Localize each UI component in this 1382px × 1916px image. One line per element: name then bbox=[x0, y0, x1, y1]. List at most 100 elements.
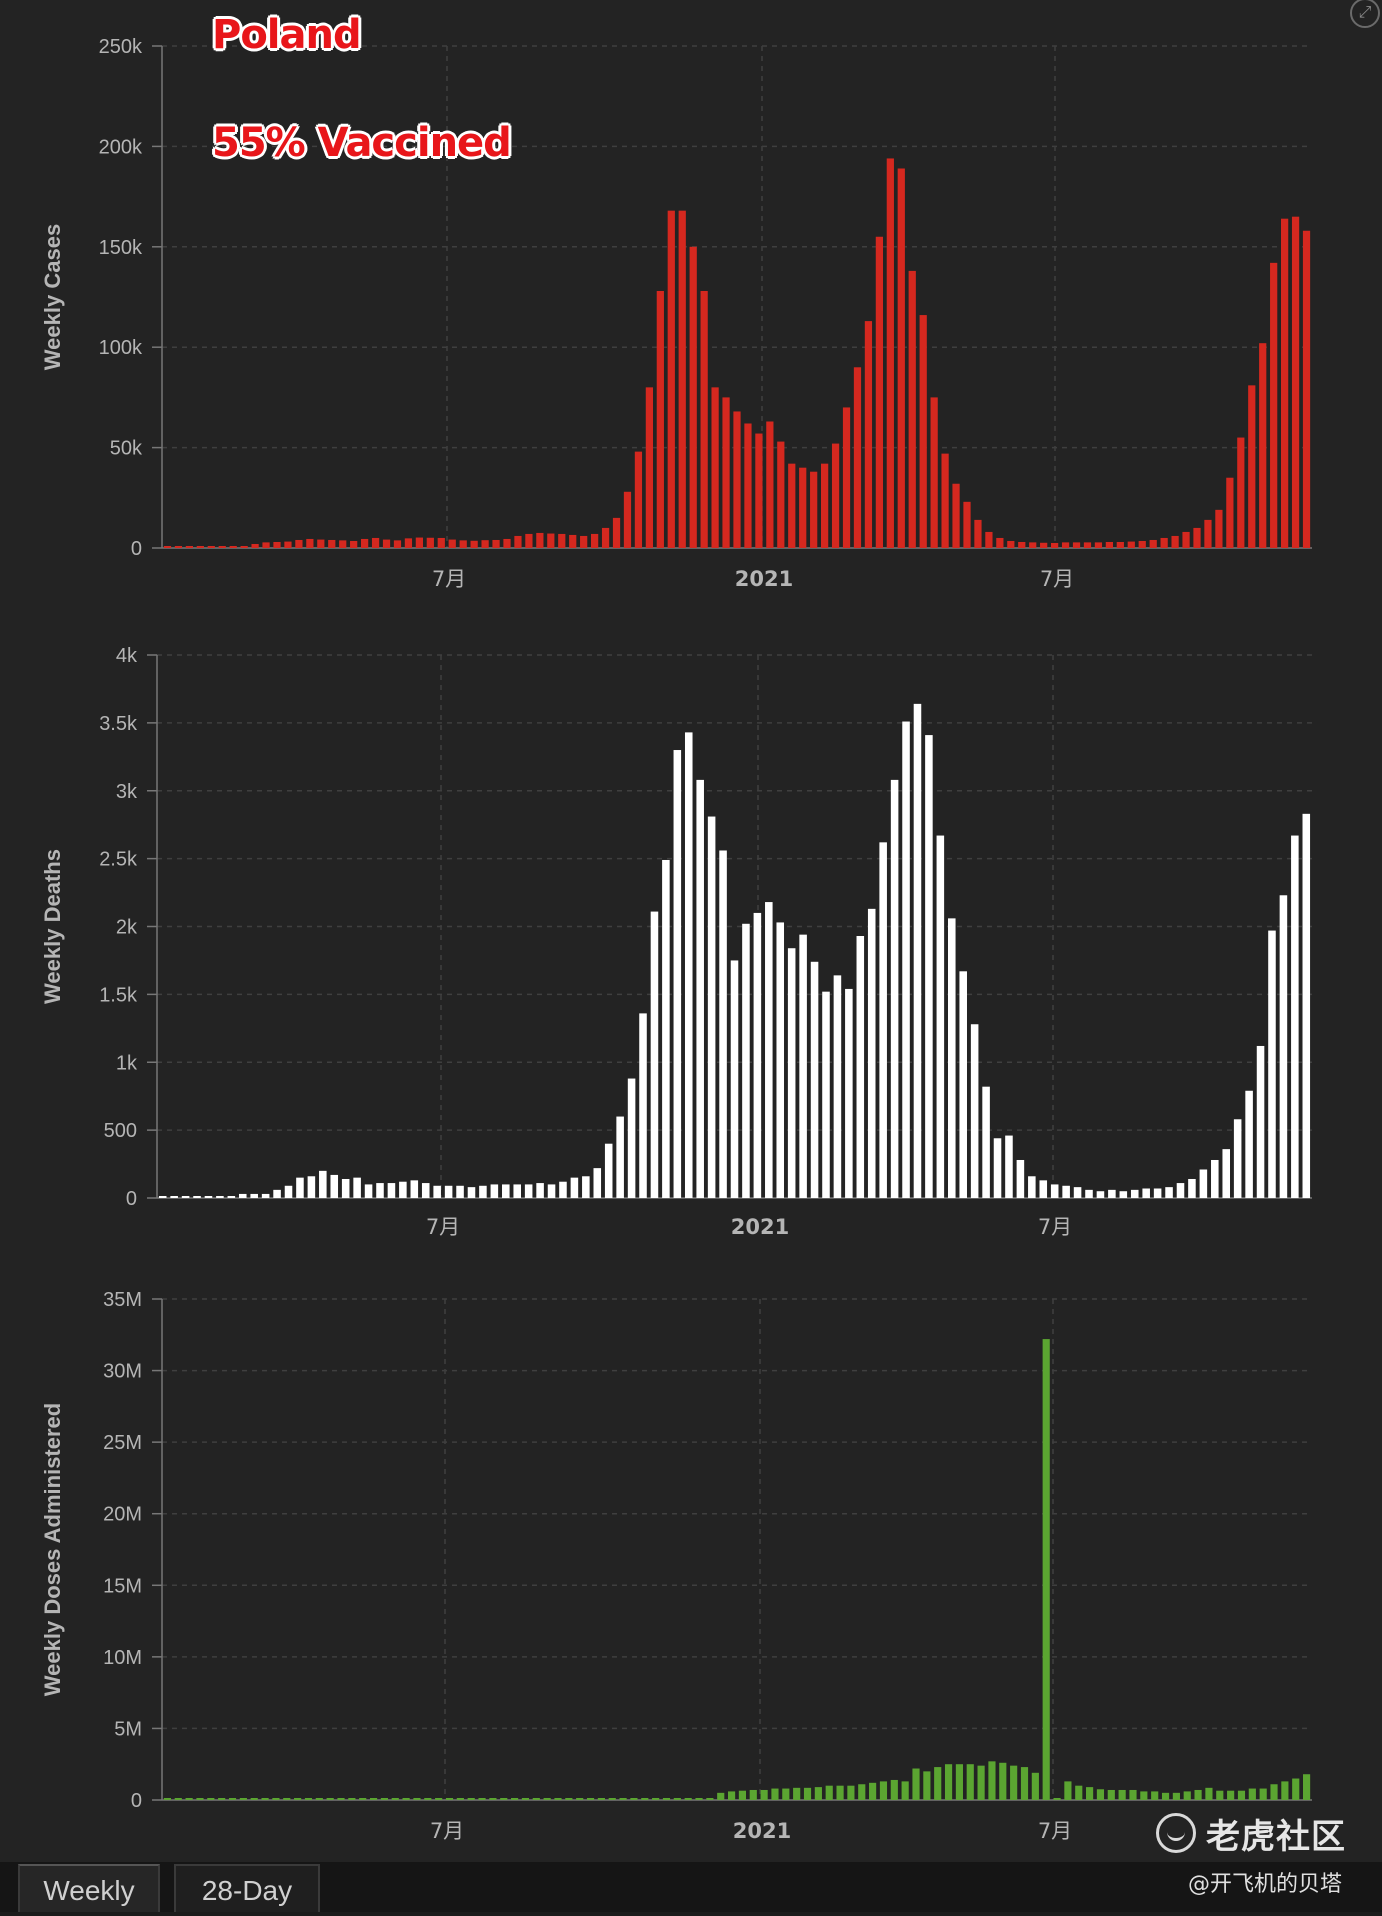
bar bbox=[627, 1078, 636, 1198]
bar bbox=[662, 1798, 671, 1800]
bar bbox=[337, 1798, 345, 1800]
bar bbox=[608, 1798, 616, 1800]
tiger-logo-icon bbox=[1156, 1813, 1196, 1853]
bar bbox=[1072, 542, 1081, 548]
bar bbox=[543, 1798, 551, 1800]
expand-button[interactable]: ⤢ bbox=[1350, 0, 1380, 28]
bar bbox=[273, 1189, 281, 1198]
bar bbox=[1051, 542, 1059, 548]
bar bbox=[616, 1116, 624, 1198]
bar bbox=[536, 1183, 544, 1198]
bar bbox=[604, 1143, 613, 1198]
bar bbox=[856, 936, 865, 1198]
bar bbox=[536, 532, 544, 548]
y-tick-label: 0 bbox=[126, 1188, 137, 1210]
bar bbox=[503, 538, 511, 548]
bar bbox=[250, 1798, 258, 1800]
y-tick-label: 20M bbox=[103, 1504, 142, 1526]
bar bbox=[1279, 895, 1288, 1198]
bar bbox=[1182, 531, 1190, 548]
tab-28-day[interactable]: 28-Day bbox=[174, 1864, 320, 1912]
bar bbox=[433, 1185, 441, 1198]
bar bbox=[717, 1792, 725, 1800]
bar bbox=[831, 443, 840, 548]
bar bbox=[376, 1183, 384, 1198]
x-tick-label: 2021 bbox=[731, 1215, 789, 1239]
bar bbox=[782, 1788, 790, 1800]
bar bbox=[328, 539, 336, 548]
bar bbox=[1211, 1159, 1219, 1198]
bar bbox=[521, 1798, 530, 1800]
bar bbox=[185, 546, 193, 548]
bar bbox=[459, 540, 467, 548]
bar bbox=[722, 397, 730, 548]
bar bbox=[193, 1196, 201, 1198]
y-tick-label: 10M bbox=[103, 1647, 142, 1669]
bar bbox=[630, 1798, 638, 1800]
x-tick-label: 7月 bbox=[1040, 567, 1074, 591]
bar bbox=[711, 387, 719, 548]
expand-icon: ⤢ bbox=[1358, 4, 1372, 21]
bar bbox=[1281, 1781, 1289, 1800]
bar bbox=[749, 1789, 757, 1800]
y-tick-label: 35M bbox=[103, 1289, 142, 1311]
bar bbox=[1096, 1789, 1105, 1800]
bar bbox=[1028, 1176, 1036, 1198]
tab-weekly[interactable]: Weekly bbox=[18, 1864, 160, 1912]
x-tick-label: 7月 bbox=[432, 567, 466, 591]
bar bbox=[966, 1764, 974, 1800]
bar bbox=[650, 911, 659, 1198]
y-tick-label: 4k bbox=[116, 645, 138, 667]
bar bbox=[500, 1798, 508, 1800]
bar bbox=[580, 535, 588, 548]
bar bbox=[787, 948, 796, 1198]
bar bbox=[1062, 1185, 1070, 1198]
bar bbox=[227, 1196, 236, 1198]
bar bbox=[371, 537, 380, 548]
bar bbox=[478, 1798, 486, 1800]
bar bbox=[1248, 1788, 1256, 1800]
bar bbox=[788, 463, 796, 548]
bar bbox=[364, 1184, 373, 1198]
bar bbox=[1248, 385, 1256, 548]
bar bbox=[728, 1791, 736, 1800]
bar bbox=[339, 540, 347, 548]
bar bbox=[402, 1798, 410, 1800]
bar bbox=[996, 537, 1004, 548]
bar bbox=[158, 1196, 167, 1198]
bar bbox=[1188, 1178, 1196, 1198]
bar bbox=[559, 1181, 567, 1198]
bar bbox=[1222, 1149, 1231, 1198]
bar bbox=[845, 988, 853, 1198]
bar bbox=[886, 158, 894, 548]
bar bbox=[912, 1768, 920, 1800]
bar bbox=[240, 546, 248, 548]
bar bbox=[1237, 437, 1245, 548]
bar bbox=[330, 1174, 339, 1198]
bar bbox=[1108, 1189, 1116, 1198]
bar bbox=[250, 1193, 258, 1198]
bar bbox=[684, 732, 693, 1198]
x-tick-label: 7月 bbox=[1038, 1819, 1072, 1843]
bar bbox=[1085, 1189, 1093, 1198]
x-tick-label: 7月 bbox=[430, 1819, 464, 1843]
bar bbox=[634, 451, 643, 548]
bar bbox=[1061, 542, 1070, 548]
bar bbox=[424, 1798, 432, 1800]
bar bbox=[306, 538, 314, 548]
bar bbox=[652, 1798, 660, 1800]
bar bbox=[619, 1798, 627, 1800]
bar bbox=[1130, 1189, 1139, 1198]
y-tick-label: 3.5k bbox=[99, 713, 138, 735]
bar bbox=[1171, 535, 1179, 548]
bar bbox=[833, 975, 842, 1198]
bar bbox=[207, 546, 215, 548]
bar bbox=[999, 1762, 1007, 1800]
bar bbox=[869, 1782, 877, 1800]
bar bbox=[988, 1761, 996, 1800]
y-tick-label: 50k bbox=[110, 438, 143, 460]
bar bbox=[218, 1798, 226, 1800]
bar bbox=[1270, 262, 1278, 548]
bar bbox=[1245, 1090, 1253, 1198]
bar bbox=[554, 1798, 562, 1800]
